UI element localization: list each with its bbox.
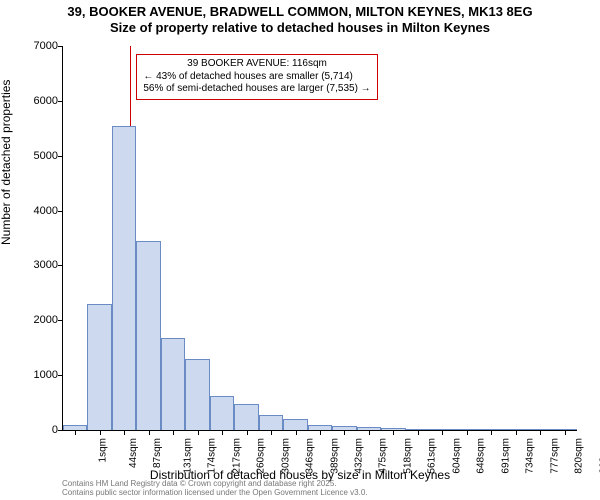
chart-container: 39, BOOKER AVENUE, BRADWELL COMMON, MILT… — [0, 0, 600, 500]
annotation-larger-line: 56% of semi-detached houses are larger (… — [143, 83, 370, 96]
histogram-bar — [161, 338, 185, 430]
x-tick — [565, 430, 566, 435]
histogram-bar — [136, 241, 160, 430]
histogram-bar — [112, 126, 136, 430]
y-tick-label: 3000 — [18, 259, 58, 271]
x-tick — [442, 430, 443, 435]
histogram-bar — [185, 359, 209, 430]
x-tick — [124, 430, 125, 435]
y-tick — [58, 101, 63, 102]
y-tick-label: 5000 — [18, 150, 58, 162]
annotation-smaller-line: ← 43% of detached houses are smaller (5,… — [143, 71, 370, 84]
chart-plot-area: 39 BOOKER AVENUE: 116sqm ← 43% of detach… — [62, 46, 577, 431]
histogram-bar — [234, 404, 258, 430]
x-tick — [540, 430, 541, 435]
x-tick-label: 87sqm — [152, 438, 163, 468]
annotation-box: 39 BOOKER AVENUE: 116sqm ← 43% of detach… — [136, 54, 377, 100]
y-tick — [58, 211, 63, 212]
x-tick-label: 1sqm — [98, 438, 109, 462]
y-tick-label: 6000 — [18, 95, 58, 107]
x-tick — [222, 430, 223, 435]
y-tick-label: 7000 — [18, 40, 58, 52]
x-tick — [516, 430, 517, 435]
y-axis-label: Number of detached properties — [0, 80, 13, 245]
y-tick — [58, 375, 63, 376]
histogram-bar — [283, 419, 307, 430]
y-tick-label: 1000 — [18, 369, 58, 381]
x-tick — [75, 430, 76, 435]
x-tick — [320, 430, 321, 435]
histogram-bar — [210, 396, 234, 430]
y-tick-label: 4000 — [18, 205, 58, 217]
x-tick — [100, 430, 101, 435]
x-tick — [369, 430, 370, 435]
x-tick-label: 44sqm — [128, 438, 139, 468]
y-tick — [58, 320, 63, 321]
x-tick — [271, 430, 272, 435]
y-tick — [58, 430, 63, 431]
histogram-bar — [87, 304, 111, 430]
title-line-2: Size of property relative to detached ho… — [0, 20, 600, 36]
x-tick — [467, 430, 468, 435]
x-tick — [149, 430, 150, 435]
title-line-1: 39, BOOKER AVENUE, BRADWELL COMMON, MILT… — [0, 4, 600, 20]
x-tick — [247, 430, 248, 435]
x-tick — [296, 430, 297, 435]
y-tick — [58, 156, 63, 157]
y-tick-label: 0 — [18, 424, 58, 436]
x-tick — [418, 430, 419, 435]
y-tick — [58, 265, 63, 266]
footer-line-2: Contains public sector information licen… — [62, 489, 368, 498]
y-tick — [58, 46, 63, 47]
y-tick-label: 2000 — [18, 314, 58, 326]
x-tick — [491, 430, 492, 435]
annotation-title: 39 BOOKER AVENUE: 116sqm — [143, 58, 370, 71]
x-tick — [173, 430, 174, 435]
x-tick — [198, 430, 199, 435]
histogram-bar — [259, 415, 283, 430]
x-tick — [344, 430, 345, 435]
title-block: 39, BOOKER AVENUE, BRADWELL COMMON, MILT… — [0, 0, 600, 37]
x-tick — [393, 430, 394, 435]
attribution-footer: Contains HM Land Registry data © Crown c… — [62, 480, 368, 498]
